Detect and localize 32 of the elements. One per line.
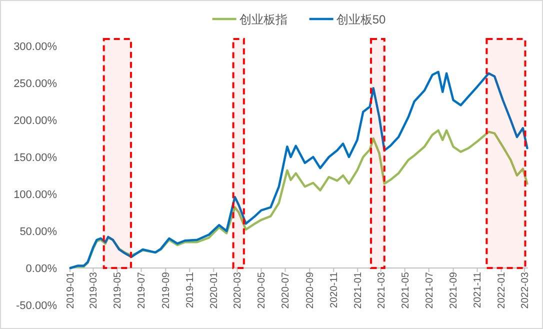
x-tick-label: 2019-01 [66, 272, 76, 309]
y-tick-label: 0.00% [26, 263, 58, 275]
x-tick-label: 2022-03 [520, 272, 531, 309]
x-tick-label: 2020-03 [232, 272, 244, 309]
x-tick-label: 2022-01 [496, 272, 508, 309]
x-tick-label: 2020-11 [329, 272, 340, 308]
x-tick-label: 2021-11 [472, 272, 484, 308]
x-tick-label: 2021-07 [424, 272, 436, 309]
x-tick-label: 2021-05 [400, 272, 412, 309]
x-tick-label: 2020-05 [256, 272, 268, 309]
x-tick-label: 2019-05 [112, 272, 124, 309]
legend-label: 创业板指 [239, 12, 288, 26]
y-tick-label: 200.00% [14, 115, 58, 127]
y-tick-label: 100.00% [14, 189, 58, 201]
x-tick-label: 2020-01 [209, 272, 220, 309]
x-tick-label: 2020-07 [280, 272, 292, 309]
x-tick-label: 2021-09 [448, 272, 460, 309]
x-tick-label: 2019-03 [88, 272, 100, 309]
y-tick-label: -50.00% [16, 300, 58, 312]
y-tick-label: 250.00% [14, 78, 58, 90]
y-tick-label: 300.00% [14, 41, 58, 53]
line-series [69, 70, 528, 270]
legend-label: 创业板50 [336, 12, 386, 26]
line-series [69, 129, 528, 270]
x-tick-label: 2021-03 [376, 272, 388, 309]
x-tick-label: 2019-09 [161, 272, 172, 309]
x-tick-label: 2019-11 [185, 272, 196, 308]
x-tick-label: 2021-01 [353, 272, 364, 309]
y-tick-label: 150.00% [14, 152, 58, 164]
y-tick-label: 50.00% [20, 226, 58, 238]
x-tick-label: 2020-09 [305, 272, 316, 309]
x-tick-label: 2019-07 [136, 272, 148, 309]
